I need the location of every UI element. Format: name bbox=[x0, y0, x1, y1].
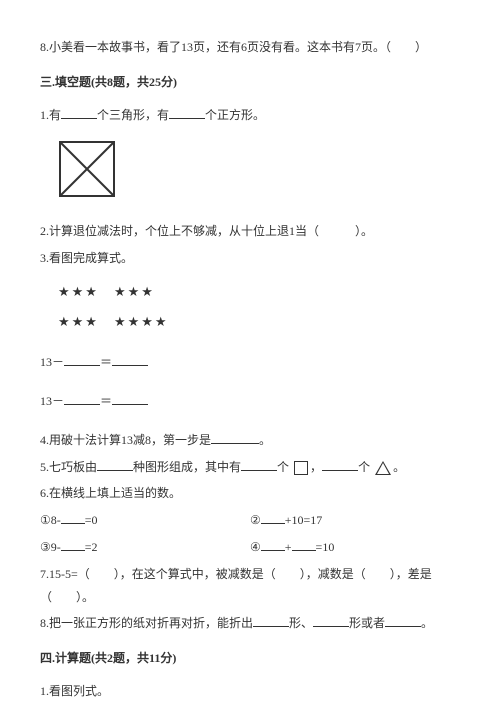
blank bbox=[241, 457, 277, 471]
equation-1: 13－ ＝ bbox=[40, 351, 460, 374]
square-shape-icon bbox=[294, 461, 308, 475]
q6-1b: =0 bbox=[85, 513, 98, 527]
stars-r2: ★★★ ★★★★ bbox=[58, 314, 169, 329]
blank bbox=[322, 457, 358, 471]
s3-q6-1: ①8- =0 bbox=[40, 509, 250, 532]
q6-2b: +10=17 bbox=[285, 513, 323, 527]
s3-q8-d: 。 bbox=[421, 616, 433, 630]
s3-q6-row2: ③9- =2 ④ + =10 bbox=[40, 536, 460, 559]
blank bbox=[97, 457, 133, 471]
s3-q7-text: 7.15-5=（ ），在这个算式中，被减数是（ ），减数是（ ），差是（ ）。 bbox=[40, 567, 432, 604]
s3-q4: 4.用破十法计算13减8，第一步是 。 bbox=[40, 429, 460, 452]
q6-4b: + bbox=[285, 540, 292, 554]
section4-header: 四.计算题(共2题，共11分) bbox=[40, 647, 460, 670]
judge-q8: 8.小美看一本故事书，看了13页，还有6页没有看。这本书有7页。（ ） bbox=[40, 36, 460, 59]
s4-q1: 1.看图列式。 bbox=[40, 680, 460, 703]
s3-q5-e: 个 bbox=[358, 460, 370, 474]
s3-q1-c: 个正方形。 bbox=[205, 108, 265, 122]
q6-3a: ③9- bbox=[40, 540, 61, 554]
stars-row2: ★★★ ★★★★ bbox=[58, 310, 460, 335]
blank bbox=[61, 537, 85, 551]
blank bbox=[61, 105, 97, 119]
stars-figure: ★★★ ★★★ ★★★ ★★★★ bbox=[58, 280, 460, 335]
blank bbox=[261, 510, 285, 524]
s3-q8-c: 形或者 bbox=[349, 616, 385, 630]
s3-q5-a: 5.七巧板由 bbox=[40, 460, 97, 474]
s3-q1: 1.有 个三角形，有 个正方形。 bbox=[40, 104, 460, 127]
s3-q1-b: 个三角形，有 bbox=[97, 108, 169, 122]
s3-q5-b: 种图形组成，其中有 bbox=[133, 460, 241, 474]
stars-r1: ★★★ ★★★ bbox=[58, 284, 155, 299]
square-x-svg bbox=[58, 140, 116, 198]
blank bbox=[292, 537, 316, 551]
blank bbox=[64, 352, 100, 366]
s3-q2-text: 2.计算退位减法时，个位上不够减，从十位上退1当（ ）。 bbox=[40, 224, 373, 238]
s3-q5: 5.七巧板由 种图形组成，其中有 个 ， 个 。 bbox=[40, 456, 460, 479]
s3-q1-a: 1.有 bbox=[40, 108, 61, 122]
s3-q8-a: 8.把一张正方形的纸对折再对折，能折出 bbox=[40, 616, 253, 630]
eq2-left: 13－ bbox=[40, 394, 64, 408]
square-diagram bbox=[58, 140, 460, 206]
s3-q6-4: ④ + =10 bbox=[250, 536, 460, 559]
blank bbox=[313, 613, 349, 627]
s3-q6-2: ② +10=17 bbox=[250, 509, 460, 532]
s3-q8: 8.把一张正方形的纸对折再对折，能折出 形、 形或者 。 bbox=[40, 612, 460, 635]
s3-q6-row1: ①8- =0 ② +10=17 bbox=[40, 509, 460, 532]
q6-1a: ①8- bbox=[40, 513, 61, 527]
stars-row1: ★★★ ★★★ bbox=[58, 280, 460, 305]
eq1-eq: ＝ bbox=[100, 355, 112, 369]
s3-q3: 3.看图完成算式。 bbox=[40, 247, 460, 270]
s3-q4-b: 。 bbox=[259, 433, 271, 447]
q6-2a: ② bbox=[250, 513, 261, 527]
q6-3b: =2 bbox=[85, 540, 98, 554]
s3-q5-d: ， bbox=[310, 460, 322, 474]
blank bbox=[169, 105, 205, 119]
q6-4c: =10 bbox=[316, 540, 335, 554]
section3-header: 三.填空题(共8题，共25分) bbox=[40, 71, 460, 94]
blank bbox=[211, 430, 259, 444]
blank bbox=[261, 537, 285, 551]
s3-q3-text: 3.看图完成算式。 bbox=[40, 251, 133, 265]
eq1-left: 13－ bbox=[40, 355, 64, 369]
s3-q2: 2.计算退位减法时，个位上不够减，从十位上退1当（ ）。 bbox=[40, 220, 460, 243]
s3-q7: 7.15-5=（ ），在这个算式中，被减数是（ ），减数是（ ），差是（ ）。 bbox=[40, 563, 460, 609]
s3-q6-text: 6.在横线上填上适当的数。 bbox=[40, 486, 181, 500]
blank bbox=[112, 391, 148, 405]
eq2-eq: ＝ bbox=[100, 394, 112, 408]
judge-q8-text: 8.小美看一本故事书，看了13页，还有6页没有看。这本书有7页。（ ） bbox=[40, 40, 427, 54]
s3-q5-c: 个 bbox=[277, 460, 289, 474]
s3-q6: 6.在横线上填上适当的数。 bbox=[40, 482, 460, 505]
blank bbox=[385, 613, 421, 627]
s3-q5-f: 。 bbox=[393, 460, 405, 474]
s4-q1-text: 1.看图列式。 bbox=[40, 684, 109, 698]
blank bbox=[64, 391, 100, 405]
blank bbox=[112, 352, 148, 366]
s3-q4-a: 4.用破十法计算13减8，第一步是 bbox=[40, 433, 211, 447]
equation-2: 13－ ＝ bbox=[40, 390, 460, 413]
blank bbox=[253, 613, 289, 627]
triangle-shape-icon bbox=[375, 461, 391, 475]
q6-4a: ④ bbox=[250, 540, 261, 554]
blank bbox=[61, 510, 85, 524]
s3-q8-b: 形、 bbox=[289, 616, 313, 630]
s3-q6-3: ③9- =2 bbox=[40, 536, 250, 559]
